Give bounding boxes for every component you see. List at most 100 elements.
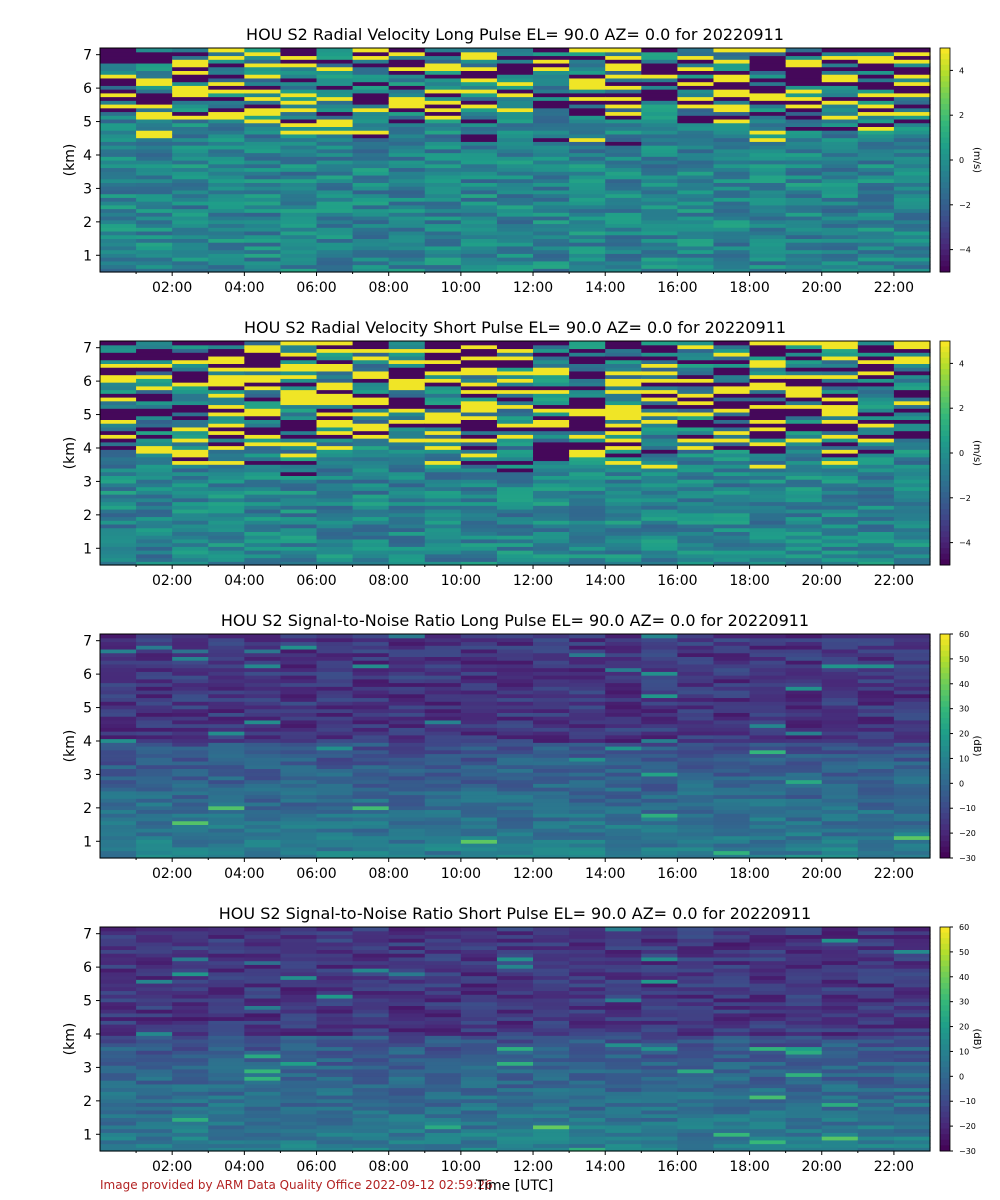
heatmap-cell <box>821 430 859 435</box>
heatmap-cell <box>388 648 426 654</box>
heatmap-cell <box>749 48 787 53</box>
heatmap-cell <box>605 497 642 503</box>
heatmap-cell <box>352 809 390 814</box>
heatmap-cell <box>893 497 931 503</box>
heatmap-cell <box>136 475 173 480</box>
heatmap-cell <box>821 363 859 368</box>
heatmap-cell <box>677 531 715 536</box>
heatmap-cell <box>280 193 318 198</box>
heatmap-cell <box>605 359 642 364</box>
heatmap-cell <box>208 727 245 732</box>
heatmap-cell <box>496 201 534 206</box>
heatmap-cell <box>893 441 931 447</box>
heatmap-cell <box>641 456 678 462</box>
heatmap-cell <box>749 760 787 766</box>
heatmap-cell <box>569 234 606 239</box>
heatmap-cell <box>677 193 715 198</box>
heatmap-cell <box>677 148 715 154</box>
heatmap-cell <box>172 100 209 105</box>
heatmap-cell <box>424 55 462 60</box>
heatmap-cell <box>713 242 751 247</box>
heatmap-cell <box>533 118 570 124</box>
heatmap-cell <box>316 1027 354 1033</box>
heatmap-cell <box>424 697 462 702</box>
heatmap-cell <box>172 930 209 936</box>
heatmap-cell <box>136 775 173 781</box>
heatmap-cell <box>641 678 678 684</box>
heatmap-cell <box>641 370 678 376</box>
x-tick-label: 04:00 <box>224 866 264 882</box>
heatmap-cell <box>893 854 931 859</box>
heatmap-cell <box>388 174 426 180</box>
heatmap-cell <box>496 456 534 462</box>
heatmap-cell <box>893 843 931 848</box>
colorbar-segment <box>940 137 950 144</box>
heatmap-cell <box>460 216 498 221</box>
heatmap-cell <box>460 230 498 236</box>
heatmap-cell <box>496 96 534 101</box>
heatmap-cell <box>893 234 931 239</box>
heatmap-cell <box>136 697 173 702</box>
heatmap-cell <box>244 77 282 83</box>
heatmap-cell <box>641 760 678 766</box>
heatmap-cell <box>100 945 137 950</box>
heatmap-cell <box>388 453 426 458</box>
heatmap-cell <box>244 986 282 992</box>
heatmap-cell <box>641 245 678 251</box>
heatmap-cell <box>136 81 173 86</box>
heatmap-cell <box>208 634 245 639</box>
heatmap-cell <box>460 831 498 837</box>
heatmap-cell <box>677 690 715 695</box>
heatmap-cell <box>677 355 715 361</box>
heatmap-cell <box>388 490 426 495</box>
heatmap-cell <box>244 764 282 769</box>
heatmap-cell <box>316 249 354 254</box>
heatmap-cell <box>857 230 895 236</box>
heatmap-cell <box>749 828 787 833</box>
heatmap-cell <box>208 648 245 654</box>
heatmap-cell <box>569 716 606 721</box>
heatmap-cell <box>208 731 245 736</box>
heatmap-cell <box>857 790 895 796</box>
heatmap-cell <box>533 137 570 142</box>
x-tick-label: 18:00 <box>729 573 769 589</box>
heatmap-cell <box>677 734 715 740</box>
heatmap-cell <box>857 264 895 269</box>
heatmap-cell <box>533 130 570 135</box>
heatmap-cell <box>280 835 318 840</box>
heatmap-cell <box>713 449 751 454</box>
heatmap-cell <box>749 719 787 725</box>
heatmap-cell <box>496 100 534 105</box>
heatmap-cell <box>785 831 823 837</box>
heatmap-cell <box>893 553 931 559</box>
heatmap-cell <box>136 846 173 852</box>
heatmap-cell <box>280 975 318 980</box>
heatmap-cell <box>280 174 318 180</box>
heatmap-cell <box>244 167 282 172</box>
heatmap-cell <box>749 51 787 57</box>
heatmap-cell <box>785 374 823 379</box>
heatmap-cell <box>280 512 318 518</box>
heatmap-cell <box>316 359 354 364</box>
heatmap-cell <box>713 535 751 540</box>
heatmap-cell <box>244 148 282 154</box>
heatmap-cell <box>821 637 859 643</box>
heatmap-cell <box>785 494 823 499</box>
heatmap-cell <box>136 404 173 409</box>
heatmap-cell <box>136 760 173 766</box>
heatmap-cell <box>605 344 642 350</box>
heatmap-cell <box>244 805 282 811</box>
heatmap-cell <box>208 242 245 247</box>
heatmap-cell <box>821 768 859 773</box>
heatmap-cell <box>316 512 354 518</box>
heatmap-cell <box>352 663 390 669</box>
heatmap-cell <box>893 260 931 266</box>
heatmap-cell <box>388 505 426 510</box>
heatmap-cell <box>893 100 931 105</box>
heatmap-cell <box>280 753 318 758</box>
heatmap-cell <box>388 167 426 172</box>
heatmap-cell <box>100 1039 137 1044</box>
heatmap-cell <box>857 460 895 465</box>
heatmap-cell <box>857 393 895 398</box>
heatmap-cell <box>172 505 209 510</box>
